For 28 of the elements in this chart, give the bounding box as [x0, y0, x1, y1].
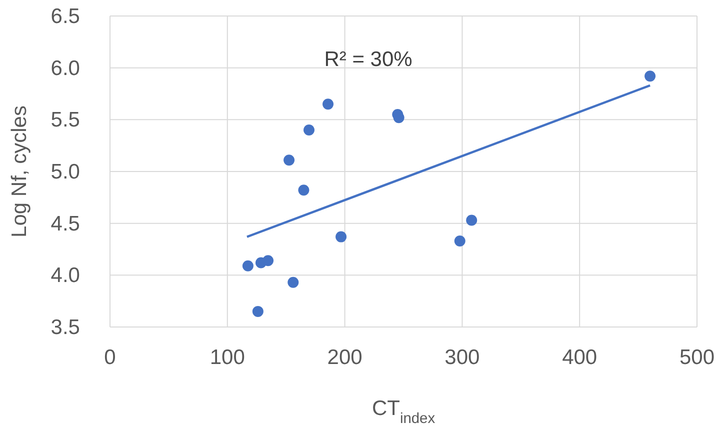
point	[242, 260, 254, 272]
y-tick-label: 6.0	[50, 56, 80, 80]
point	[298, 184, 310, 196]
x-tick-label: 500	[679, 346, 715, 369]
point	[466, 214, 478, 226]
y-tick-label: 4.5	[50, 212, 80, 236]
point	[644, 70, 656, 82]
point	[454, 235, 466, 246]
x-tick-label: 400	[562, 346, 598, 369]
x-tick-label: 200	[327, 346, 362, 369]
point	[288, 276, 299, 288]
annotation: R² = 30%	[324, 48, 412, 71]
x-tick-label: 300	[444, 346, 480, 369]
y-tick-label: 4.0	[50, 264, 80, 288]
point	[336, 231, 347, 242]
y-tick-label: 5.0	[50, 160, 80, 184]
point	[252, 306, 264, 317]
point	[303, 124, 314, 136]
point	[262, 255, 274, 266]
point	[284, 154, 295, 166]
point	[322, 98, 334, 110]
x-tick-label: 100	[210, 346, 245, 369]
x-tick-label: 0	[104, 346, 116, 369]
x-axis-title: CT$_{index}$	[372, 397, 436, 427]
y-tick-label: 6.5	[50, 5, 80, 28]
y-tick-label: 5.5	[50, 108, 80, 132]
y-axis-title: Log Nf, cycles	[8, 106, 31, 238]
y-tick-label: 3.5	[50, 316, 80, 339]
